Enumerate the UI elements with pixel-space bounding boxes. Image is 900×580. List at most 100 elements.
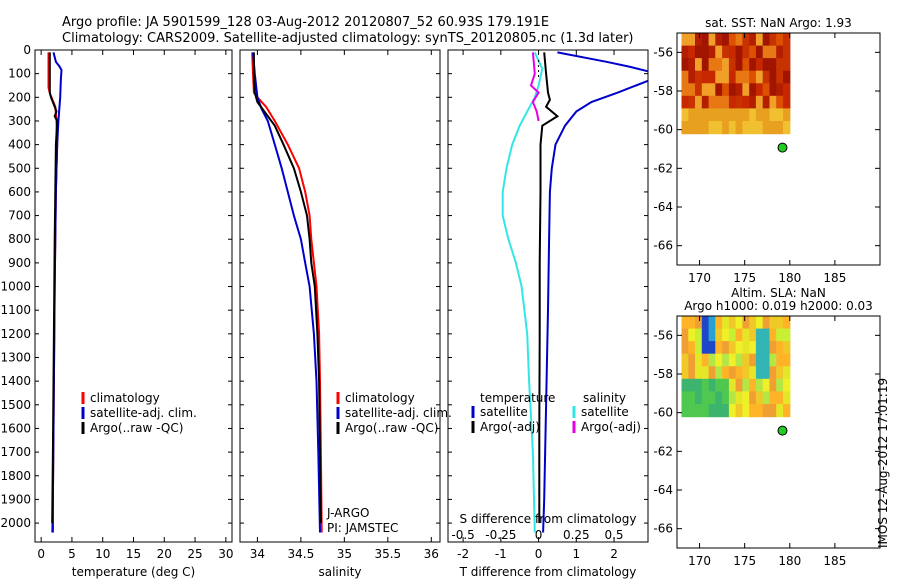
map-cell: [722, 404, 730, 418]
map-cell: [722, 353, 730, 367]
map-cell: [762, 70, 771, 84]
map-cell: [728, 353, 737, 367]
map-cell: [681, 33, 689, 47]
map-cell: [728, 121, 737, 135]
x-tick-label: 36: [424, 547, 439, 561]
legend-label: climatology: [90, 391, 160, 405]
top-axis-label: S difference from climatology: [460, 512, 637, 526]
map-cell: [769, 58, 777, 72]
map-cell: [769, 328, 777, 342]
x-tick-label: 175: [733, 554, 756, 568]
map-cell: [681, 378, 689, 392]
map-cell: [715, 316, 723, 330]
map-cell: [715, 83, 723, 97]
map-cell: [688, 108, 696, 122]
map-cell: [695, 341, 703, 355]
map-cell: [742, 95, 750, 109]
y-tick-label: 900: [8, 256, 31, 270]
title-line2: Climatology: CARS2009. Satellite-adjuste…: [62, 31, 634, 46]
map-cell: [762, 391, 771, 405]
map-cell: [742, 378, 750, 392]
map-cell: [728, 366, 737, 380]
x-tick-label: 2: [610, 547, 618, 561]
map-cell: [783, 341, 791, 355]
map-cell: [701, 108, 710, 122]
map-cell: [701, 404, 710, 418]
map-cell: [776, 328, 784, 342]
map-cell: [681, 341, 689, 355]
map-cell: [762, 95, 771, 109]
y-tick-label: 800: [8, 232, 31, 246]
map-cell: [688, 45, 696, 59]
y-tick-label: 400: [8, 138, 31, 152]
series-line: [501, 51, 544, 533]
map-cell: [742, 45, 750, 59]
map-cell: [749, 45, 757, 59]
legend-label: climatology: [345, 391, 415, 405]
map-cell: [695, 33, 703, 47]
map-cell: [735, 404, 743, 418]
map-cell: [681, 328, 689, 342]
series-line: [252, 52, 321, 533]
map-cell: [783, 316, 791, 330]
map-cell: [722, 83, 730, 97]
map-cell: [769, 33, 777, 47]
x-tick-label: 30: [218, 547, 233, 561]
map-cell: [715, 45, 723, 59]
map-cell: [715, 95, 723, 109]
map-cell: [708, 83, 716, 97]
map-cell: [728, 83, 737, 97]
top-tick-label: 0.25: [563, 528, 590, 542]
map-cell: [681, 366, 689, 380]
map-cell: [742, 70, 750, 84]
map-cell: [728, 378, 737, 392]
map-cell: [735, 353, 743, 367]
salinity-panel: 34 34.5 35 35.5 36 salinity climatologysatelli…: [239, 49, 452, 579]
x-tick-label: 180: [778, 554, 801, 568]
y-tick-label: -66: [653, 239, 673, 253]
map-cell: [755, 121, 764, 135]
y-tick-label: 1700: [0, 445, 31, 459]
map-cell: [776, 391, 784, 405]
map-cell: [715, 33, 723, 47]
map-cell: [762, 316, 771, 330]
map-cell: [749, 70, 757, 84]
map-cell: [695, 404, 703, 418]
map-cell: [701, 328, 710, 342]
map-cell: [688, 95, 696, 109]
map-cell: [776, 341, 784, 355]
map-cell: [722, 45, 730, 59]
map-cell: [755, 108, 764, 122]
map-cell: [701, 45, 710, 59]
legend-label: Argo(-adj): [480, 420, 540, 434]
x-tick-label: 35.5: [374, 547, 401, 561]
x-tick-label: -1: [495, 547, 507, 561]
map-cell: [695, 391, 703, 405]
map-cell: [688, 70, 696, 84]
x-tick-label: -2: [457, 547, 469, 561]
map-cell: [728, 328, 737, 342]
y-tick-label: 1600: [0, 421, 31, 435]
map-cell: [735, 341, 743, 355]
map-cell: [755, 378, 764, 392]
map-cell: [695, 378, 703, 392]
map-cell: [762, 33, 771, 47]
top-tick-label: -0.5: [451, 528, 474, 542]
map-cell: [776, 95, 784, 109]
map-cell: [722, 95, 730, 109]
map-cell: [701, 353, 710, 367]
legend-label: satellite: [581, 405, 629, 419]
map-cell: [722, 108, 730, 122]
map-cell: [695, 83, 703, 97]
map-cell: [755, 391, 764, 405]
map-cell: [776, 45, 784, 59]
y-tick-label: -62: [653, 444, 673, 458]
map-cell: [783, 58, 791, 72]
map-cell: [708, 378, 716, 392]
title-line1: Argo profile: JA 5901599_128 03-Aug-2012…: [62, 15, 549, 30]
y-tick-label: 600: [8, 185, 31, 199]
map-cell: [695, 316, 703, 330]
y-tick-label: -56: [653, 45, 673, 59]
map-cell: [762, 341, 771, 355]
